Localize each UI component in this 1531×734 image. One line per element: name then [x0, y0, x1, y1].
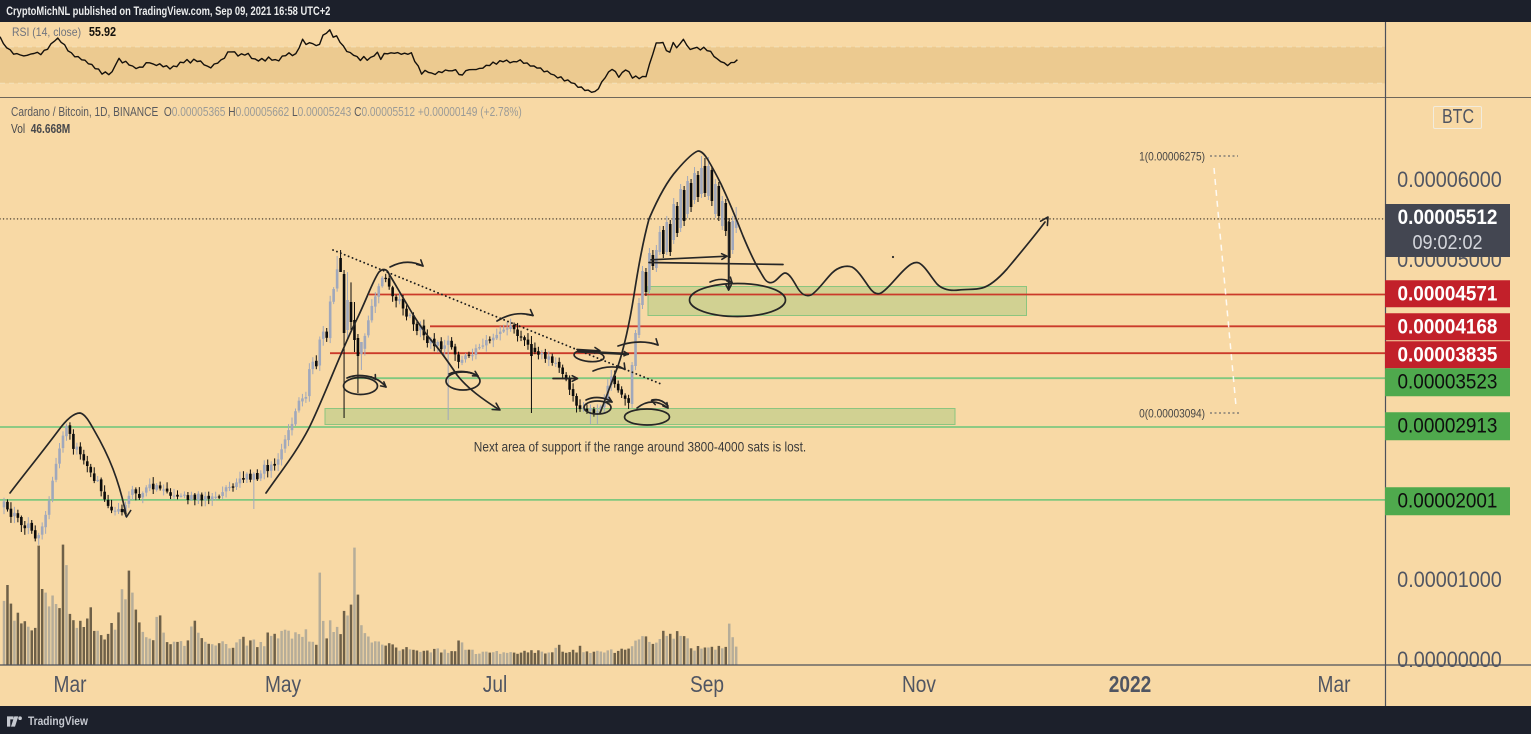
svg-text:0(0.00003094): 0(0.00003094) [1139, 408, 1205, 421]
svg-text:1(0.00006275): 1(0.00006275) [1139, 151, 1205, 164]
